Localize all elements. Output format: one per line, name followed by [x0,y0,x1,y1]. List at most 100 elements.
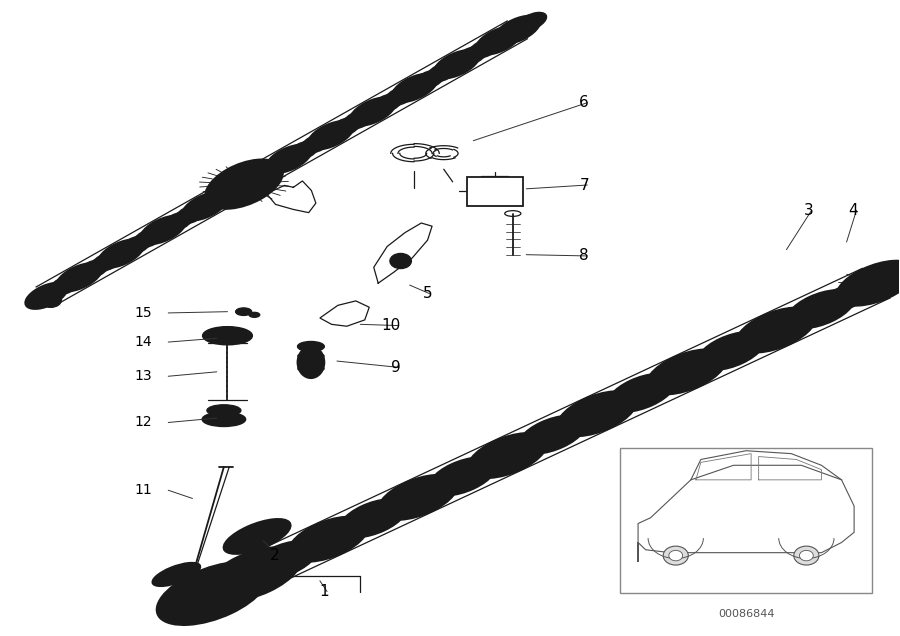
Ellipse shape [160,212,194,233]
Text: 7: 7 [580,177,590,193]
Ellipse shape [98,239,144,268]
Ellipse shape [282,536,330,563]
Ellipse shape [428,457,496,495]
Ellipse shape [774,305,823,334]
FancyBboxPatch shape [467,177,523,206]
Ellipse shape [250,541,318,579]
Text: 9: 9 [391,360,401,375]
Text: 13: 13 [134,370,152,384]
Ellipse shape [249,312,260,317]
Ellipse shape [608,373,675,412]
Ellipse shape [339,499,407,537]
Ellipse shape [223,519,291,554]
Ellipse shape [298,347,324,378]
Ellipse shape [416,473,465,501]
Ellipse shape [342,109,375,130]
Ellipse shape [494,16,540,44]
Ellipse shape [454,46,487,67]
Ellipse shape [90,251,124,272]
Ellipse shape [173,571,252,616]
Ellipse shape [557,391,636,436]
Circle shape [40,292,61,307]
Text: 2: 2 [270,548,280,563]
Ellipse shape [25,282,68,309]
Ellipse shape [787,290,854,328]
Ellipse shape [663,546,688,565]
Ellipse shape [258,156,292,177]
Ellipse shape [308,121,354,149]
Ellipse shape [434,50,480,78]
Ellipse shape [350,97,395,126]
Ellipse shape [698,332,765,370]
Ellipse shape [639,368,688,396]
Ellipse shape [328,117,362,138]
Ellipse shape [202,327,252,345]
Polygon shape [320,301,369,326]
Text: 14: 14 [134,335,152,349]
Ellipse shape [174,204,208,225]
Ellipse shape [202,188,236,209]
Ellipse shape [736,307,815,352]
Text: 5: 5 [422,286,432,301]
Ellipse shape [669,550,682,561]
Ellipse shape [848,267,900,300]
Text: 8: 8 [580,249,590,263]
Text: 3: 3 [804,203,814,218]
Ellipse shape [199,558,278,604]
Ellipse shape [383,85,418,106]
Ellipse shape [326,515,375,543]
Ellipse shape [298,342,324,352]
Ellipse shape [218,554,289,595]
Ellipse shape [244,164,277,185]
Ellipse shape [237,556,286,584]
Ellipse shape [159,566,194,583]
Ellipse shape [460,452,509,480]
Text: 00086844: 00086844 [718,609,774,619]
Ellipse shape [794,546,819,565]
Ellipse shape [505,431,554,459]
Ellipse shape [550,410,599,438]
Ellipse shape [836,261,900,306]
Ellipse shape [286,141,320,162]
Ellipse shape [684,347,734,375]
Ellipse shape [502,20,533,39]
Ellipse shape [182,192,228,221]
Ellipse shape [289,516,368,562]
Ellipse shape [729,326,778,355]
Ellipse shape [152,563,201,586]
Text: 10: 10 [382,318,400,333]
Ellipse shape [76,259,110,280]
Ellipse shape [213,164,275,204]
Ellipse shape [202,412,246,426]
Ellipse shape [818,285,868,313]
Ellipse shape [132,227,166,249]
Ellipse shape [206,547,302,601]
Ellipse shape [595,389,643,417]
Ellipse shape [157,562,268,625]
Ellipse shape [300,132,334,154]
Circle shape [197,582,219,597]
Ellipse shape [56,263,102,291]
Ellipse shape [426,62,459,83]
Text: 1: 1 [320,584,328,599]
Text: 12: 12 [134,415,152,429]
Ellipse shape [468,38,501,59]
Ellipse shape [188,580,236,607]
Bar [620,448,872,593]
Text: 6: 6 [580,95,590,110]
Ellipse shape [224,169,270,197]
Ellipse shape [216,180,249,201]
Ellipse shape [378,475,457,520]
Ellipse shape [392,74,437,102]
Ellipse shape [213,331,242,341]
Ellipse shape [140,216,185,244]
Ellipse shape [207,404,241,416]
Ellipse shape [371,494,420,522]
Ellipse shape [518,415,586,454]
Ellipse shape [49,275,82,296]
Ellipse shape [516,12,546,32]
Ellipse shape [302,343,320,350]
Ellipse shape [205,160,283,209]
Circle shape [390,253,411,268]
Text: 11: 11 [134,483,152,497]
